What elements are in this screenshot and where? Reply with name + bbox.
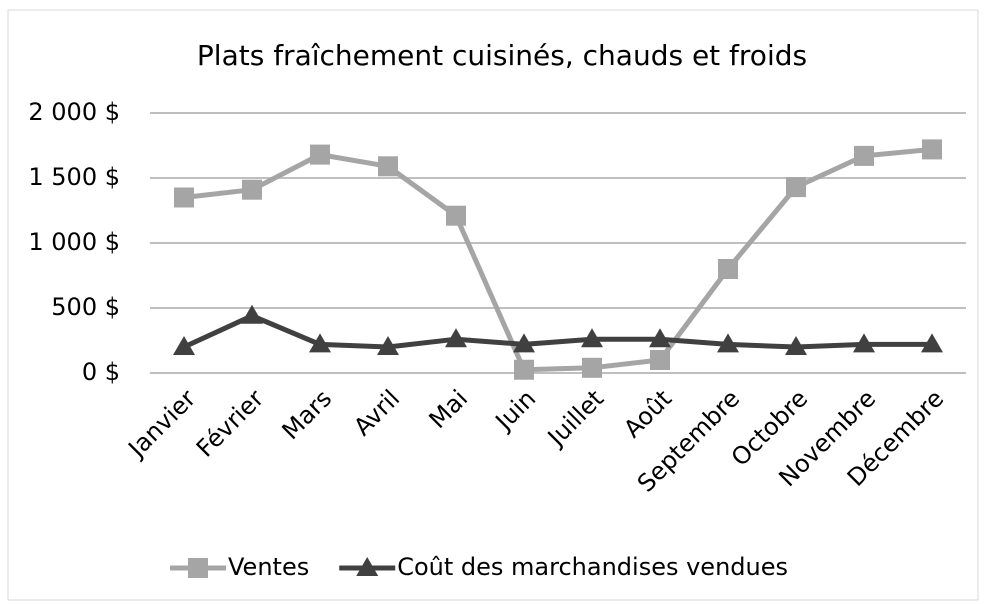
marker (173, 336, 195, 355)
chart-title: Plats fraîchement cuisinés, chauds et fr… (197, 39, 807, 72)
legend-label: Ventes (228, 553, 309, 581)
marker (378, 156, 398, 177)
y-tick-label: 1 000 $ (28, 228, 120, 256)
legend-label: Coût des marchandises vendues (397, 553, 788, 581)
marker (785, 336, 807, 355)
marker (718, 259, 738, 279)
marker (309, 333, 331, 353)
marker (649, 328, 671, 348)
marker (242, 179, 262, 200)
marker (582, 357, 602, 378)
marker (445, 328, 467, 348)
legend-marker (188, 558, 208, 578)
marker (513, 333, 535, 353)
legend-marker (356, 557, 379, 576)
marker (241, 304, 263, 324)
marker (514, 359, 534, 380)
marker (717, 333, 739, 353)
y-tick-label: 2 000 $ (28, 98, 120, 126)
marker (922, 139, 942, 160)
marker (377, 336, 399, 355)
marker (174, 187, 194, 208)
marker (921, 333, 943, 353)
y-tick-label: 0 $ (82, 358, 120, 386)
y-tick-label: 1 500 $ (28, 163, 120, 191)
marker (786, 177, 806, 198)
series-line (183, 146, 933, 373)
marker (310, 144, 330, 165)
marker (650, 350, 670, 370)
marker (854, 145, 874, 166)
y-tick-label: 500 $ (51, 293, 120, 321)
marker (581, 328, 603, 348)
marker (446, 205, 466, 226)
series-line (182, 313, 932, 350)
marker (853, 333, 875, 353)
